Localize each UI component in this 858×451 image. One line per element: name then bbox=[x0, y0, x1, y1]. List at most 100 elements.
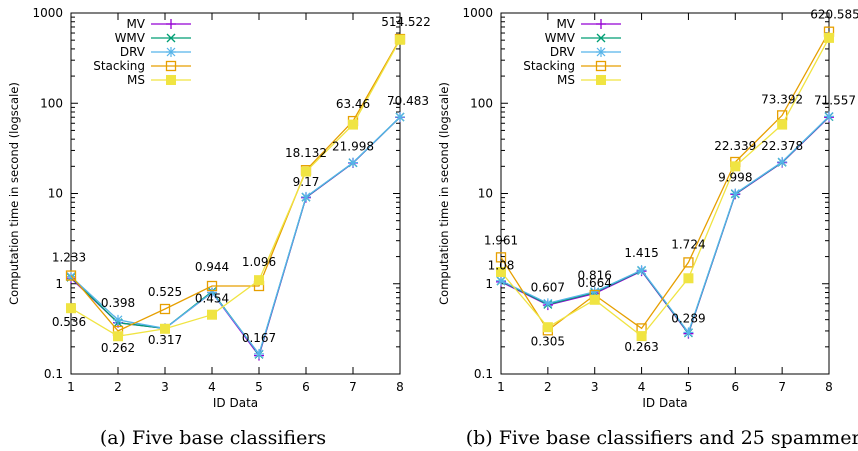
data-point-box bbox=[636, 331, 647, 342]
y-tick-label: 1 bbox=[55, 277, 63, 291]
data-point bbox=[683, 257, 694, 268]
series-drv bbox=[496, 111, 834, 338]
data-point bbox=[254, 348, 264, 359]
legend-label: Stacking bbox=[523, 59, 575, 73]
data-point-box bbox=[301, 166, 311, 177]
y-axis-label: Computation time in second (logscale) bbox=[7, 82, 21, 305]
chart-panel-a: 0.1 1 10 100 1000 1 2 3 4 5 6 7 8 ID Data Computation … bbox=[7, 6, 431, 410]
x-tick-label: 4 bbox=[208, 380, 216, 394]
data-point-d2 bbox=[730, 189, 740, 198]
data-point-box bbox=[65, 270, 77, 281]
data-label: 71.557 bbox=[814, 93, 856, 107]
legend-marker-d2 bbox=[166, 47, 176, 57]
legend-marker-d2 bbox=[596, 33, 606, 43]
x-tick-label: 2 bbox=[114, 380, 122, 394]
y-tick-label: 1 bbox=[485, 277, 493, 291]
data-label: 0.525 bbox=[148, 285, 182, 299]
data-point-box bbox=[348, 119, 358, 130]
data-label: 0.262 bbox=[101, 341, 135, 355]
x-axis-label: ID Data bbox=[213, 396, 258, 410]
legend-label: MS bbox=[557, 73, 575, 87]
data-point bbox=[395, 111, 405, 122]
data-label: 1.415 bbox=[624, 246, 658, 260]
data-point bbox=[301, 166, 311, 177]
data-label: 0.536 bbox=[52, 315, 86, 329]
data-point bbox=[113, 314, 123, 325]
x-tick-label: 6 bbox=[302, 380, 310, 394]
legend-marker-box bbox=[596, 75, 606, 85]
data-point bbox=[777, 156, 788, 167]
caption-b: (b) Five base classifiers and 25 spammer… bbox=[466, 427, 858, 449]
chart-panel-b: 0.1 1 10 100 1000 1 2 3 4 5 6 7 8 ID Data Computation … bbox=[437, 6, 858, 410]
data-point bbox=[65, 270, 77, 281]
legend-label: MS bbox=[127, 73, 145, 87]
data-point-d2 bbox=[637, 265, 646, 275]
series-line bbox=[70, 116, 401, 356]
data-point bbox=[159, 303, 171, 315]
data-label: 22.378 bbox=[761, 139, 803, 153]
data-point-box bbox=[495, 252, 507, 263]
data-point-box bbox=[496, 266, 506, 277]
data-label: 1.961 bbox=[484, 233, 518, 247]
data-point bbox=[495, 252, 507, 263]
data-point bbox=[589, 286, 600, 297]
legend-label: DRV bbox=[120, 45, 146, 59]
data-label: 9.17 bbox=[293, 175, 320, 189]
data-point-d2 bbox=[207, 288, 217, 297]
data-point bbox=[824, 32, 834, 43]
data-label: 620.585 bbox=[810, 8, 858, 22]
data-point bbox=[160, 323, 170, 334]
y-tick-label: 1000 bbox=[462, 6, 493, 20]
series-ms bbox=[66, 34, 405, 342]
legend-marker-d2 bbox=[166, 33, 176, 43]
data-point-d2 bbox=[301, 192, 311, 202]
data-point-box bbox=[824, 32, 834, 43]
data-point bbox=[301, 191, 311, 202]
data-point bbox=[113, 331, 123, 342]
data-point bbox=[496, 275, 506, 286]
data-point-d2 bbox=[348, 158, 358, 168]
data-point bbox=[730, 188, 741, 199]
x-tick-label: 4 bbox=[638, 380, 646, 394]
data-point-box bbox=[395, 34, 405, 45]
y-tick-label: 10 bbox=[48, 187, 63, 201]
data-point-d2 bbox=[395, 112, 405, 122]
legend-marker bbox=[165, 60, 177, 72]
data-point bbox=[207, 287, 217, 298]
data-point-box bbox=[589, 294, 600, 305]
data-point-box bbox=[777, 119, 788, 130]
data-point-box bbox=[730, 161, 741, 172]
data-label: 0.398 bbox=[101, 296, 135, 310]
data-label: 73.392 bbox=[761, 92, 803, 106]
data-point-d2 bbox=[777, 157, 787, 167]
data-point-box bbox=[683, 257, 694, 268]
data-point-d2 bbox=[113, 315, 123, 325]
data-point bbox=[636, 265, 647, 276]
y-tick-label: 0.1 bbox=[44, 367, 63, 381]
data-label: 1.08 bbox=[488, 259, 515, 273]
data-point-box bbox=[159, 303, 171, 315]
legend-label: WMV bbox=[545, 31, 576, 45]
series-line bbox=[70, 39, 401, 337]
data-point-box bbox=[113, 331, 123, 342]
data-label: 0.167 bbox=[242, 331, 276, 345]
x-axis-label: ID Data bbox=[642, 396, 687, 410]
data-point bbox=[683, 327, 694, 338]
data-point-box bbox=[160, 323, 170, 334]
legend-marker-box bbox=[595, 60, 607, 72]
data-point bbox=[730, 161, 741, 172]
legend-marker bbox=[166, 75, 176, 85]
legend-marker bbox=[166, 19, 176, 29]
x-tick-label: 5 bbox=[685, 380, 693, 394]
data-point-box bbox=[66, 303, 76, 314]
legend-label: MV bbox=[556, 17, 575, 31]
data-label: 0.607 bbox=[531, 280, 565, 294]
data-label: 18.132 bbox=[285, 146, 327, 160]
data-point bbox=[683, 273, 694, 284]
x-tick-label: 7 bbox=[778, 380, 786, 394]
data-label: 21.998 bbox=[332, 140, 374, 154]
data-point-box bbox=[683, 273, 694, 284]
data-point bbox=[542, 322, 553, 333]
